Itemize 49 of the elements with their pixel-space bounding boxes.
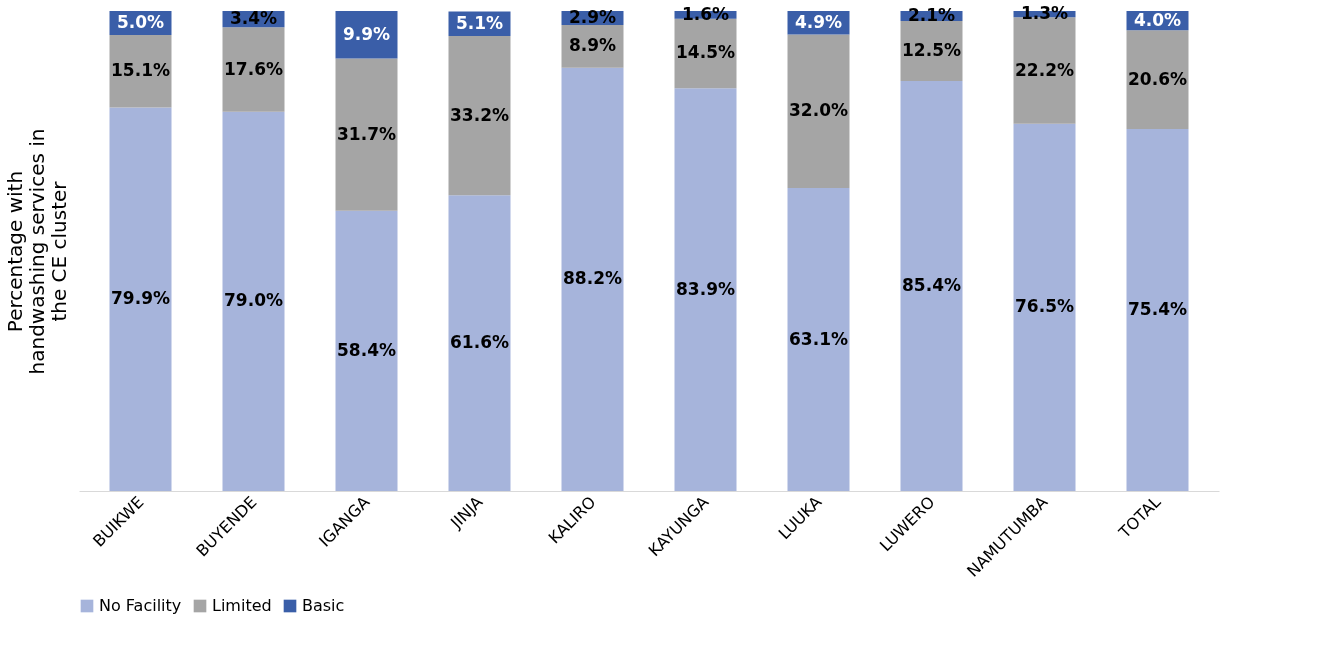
data-label: 76.5% [1015, 296, 1074, 317]
data-label: 14.5% [676, 42, 735, 63]
data-label: 85.4% [902, 275, 961, 296]
data-label: 5.0% [116, 12, 165, 32]
bar [787, 34, 850, 189]
legend-label: No Facility [99, 596, 182, 615]
data-label: 75.4% [1128, 299, 1187, 320]
data-label: 88.2% [563, 268, 622, 289]
bar [900, 81, 963, 491]
data-label: 9.9% [342, 23, 391, 44]
bar [674, 88, 737, 491]
legend-label: Limited [212, 596, 272, 615]
data-label: 58.4% [337, 339, 396, 360]
bar [1126, 129, 1189, 491]
data-label: 4.0% [1133, 9, 1182, 30]
bar [1013, 17, 1076, 124]
data-label: 2.9% [568, 6, 617, 27]
bar [448, 195, 511, 491]
data-label: 31.7% [337, 123, 396, 144]
y-axis-title: Percentage with handwashing services in the CE cluster [2, 128, 71, 375]
data-label: 20.6% [1128, 68, 1187, 89]
data-label: 2.1% [907, 5, 956, 26]
bar [109, 107, 172, 491]
data-label: 22.2% [1015, 59, 1074, 80]
bar [222, 27, 285, 112]
data-label: 12.5% [902, 40, 961, 61]
data-label: 15.1% [111, 60, 170, 81]
bar [448, 35, 511, 196]
bar [222, 111, 285, 491]
data-label: 3.4% [229, 8, 278, 29]
data-label: 61.6% [450, 332, 509, 353]
data-label: 83.9% [676, 278, 735, 299]
bar [335, 58, 398, 211]
data-label: 79.9% [111, 288, 170, 309]
data-label: 5.1% [455, 12, 504, 33]
data-label: 4.9% [794, 11, 843, 32]
data-label: 79.0% [224, 290, 283, 311]
data-label: 32.0% [789, 100, 848, 121]
data-label: 8.9% [568, 35, 617, 56]
bar [787, 188, 850, 491]
bar [335, 210, 398, 491]
legend-label: Basic [302, 596, 345, 615]
data-label: 33.2% [450, 104, 509, 125]
bar [561, 67, 624, 491]
bar [1013, 123, 1076, 491]
data-label: 63.1% [789, 328, 848, 349]
data-label: 17.6% [224, 58, 283, 79]
bar [109, 35, 172, 108]
bar [1126, 30, 1189, 130]
